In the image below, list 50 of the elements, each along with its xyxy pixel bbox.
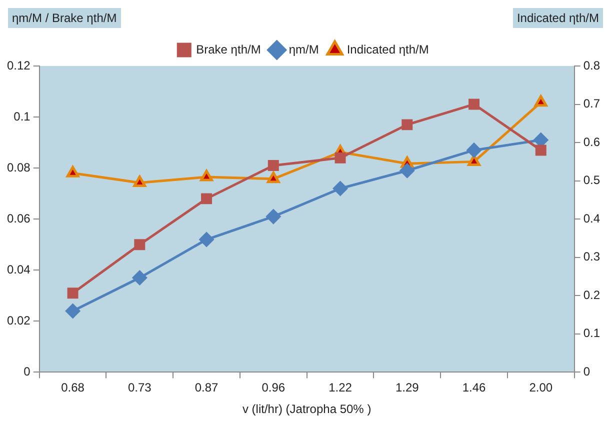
point: [201, 193, 212, 204]
y2-tick-label: 0: [583, 364, 590, 379]
x-tick-label: 2.00: [529, 380, 553, 395]
x-tick-label: 0.73: [128, 380, 152, 395]
y-tick-label: 0.02: [6, 313, 31, 328]
x-tick-label: 0.68: [61, 380, 85, 395]
point: [66, 304, 80, 318]
y-tick-label: 0: [24, 364, 31, 379]
point: [400, 163, 414, 178]
y2-tick-label: 0.2: [583, 288, 600, 302]
point: [132, 270, 147, 286]
point: [66, 166, 80, 178]
point: [268, 160, 279, 172]
point: [334, 152, 346, 164]
y2-tick-label: 0.5: [583, 173, 600, 188]
y2-tick-label: 0.3: [583, 250, 600, 264]
point: [134, 239, 146, 250]
y2-tick-label: 0.6: [583, 134, 600, 149]
y2-tick-label: 0.1: [583, 326, 600, 340]
y2-tick-label: 0.4: [583, 211, 600, 226]
legend-label: ηm/M: [288, 42, 319, 56]
y2-tick-label: 0.8: [583, 58, 600, 72]
point: [67, 288, 78, 299]
point: [466, 142, 482, 158]
point: [199, 232, 214, 247]
y-tick-label: 0.04: [6, 262, 31, 276]
x-axis-title: v (lit/hr) (Jatropha 50% ): [242, 402, 372, 416]
x-tick-label: 1.46: [462, 380, 486, 395]
point: [535, 144, 546, 156]
legend-label: Indicated ηth/M: [346, 42, 429, 56]
y-axis-title: ηm/M / Brake ηth/M: [8, 8, 121, 28]
y-tick-label: 0.12: [6, 58, 31, 72]
y2-axis-title: Indicated ηth/M: [512, 8, 603, 28]
point: [402, 119, 413, 130]
point: [200, 170, 213, 182]
point: [133, 175, 146, 187]
point: [333, 181, 348, 196]
legend-label: Brake ηth/M: [196, 42, 261, 56]
x-tick-label: 1.22: [328, 380, 352, 395]
y-tick-label: 0.06: [6, 211, 31, 226]
y-tick-label: 0.08: [6, 160, 31, 174]
y-tick-label: 0.1: [14, 109, 31, 124]
point: [266, 172, 280, 184]
point: [468, 98, 480, 110]
point: [266, 209, 281, 224]
point: [534, 95, 548, 107]
y2-tick-label: 0.7: [583, 96, 600, 111]
x-tick-label: 0.96: [262, 380, 286, 395]
x-tick-label: 1.29: [395, 380, 420, 395]
x-tick-label: 0.87: [194, 380, 219, 395]
